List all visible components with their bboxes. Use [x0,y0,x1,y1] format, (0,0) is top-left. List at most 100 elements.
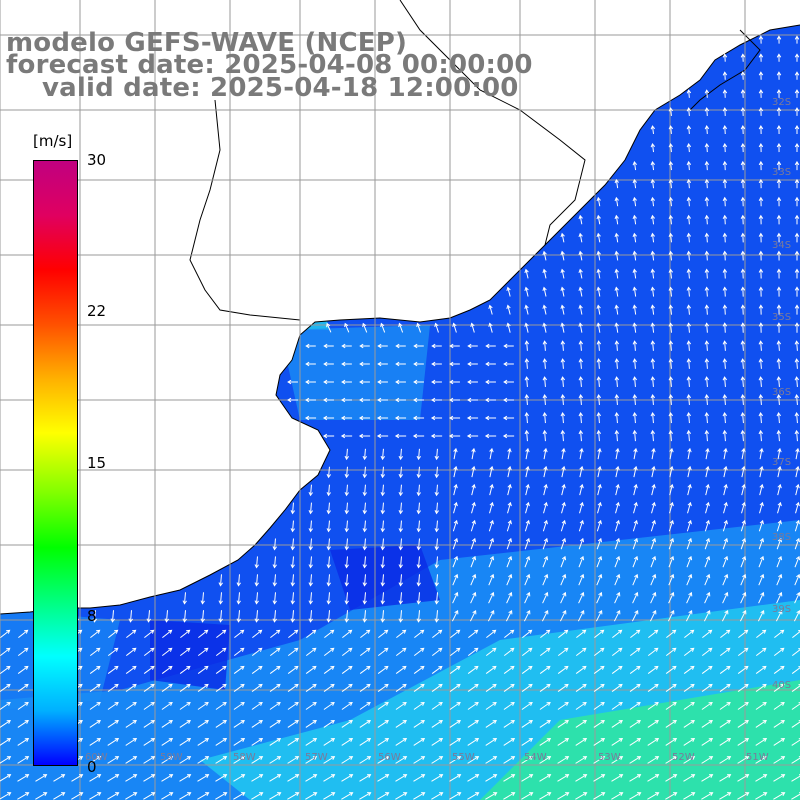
wind-arrow [488,592,494,604]
wind-arrow-head [762,665,767,670]
wind-arrow [615,215,619,225]
wind-arrow [562,377,564,387]
wind-arrow-head [705,555,711,561]
wind-arrow-head [776,142,782,148]
wind-arrow [651,161,655,171]
wind-arrow-head [650,286,655,291]
wind-arrow [611,702,623,710]
wind-arrow-head [240,701,245,706]
wind-arrow-head [78,756,84,760]
wind-arrow-head [650,268,655,273]
wind-arrow-head [668,394,674,399]
wind-arrow-head [669,483,674,489]
wind-arrow [233,647,245,657]
wind-arrow [400,538,402,550]
wind-arrow-head [686,376,692,381]
wind-arrow [215,720,227,728]
wind-arrow [341,756,353,764]
wind-arrow-head [276,738,282,742]
wind-arrow [737,720,749,728]
wind-arrow [557,720,569,728]
wind-arrow-head [305,379,310,385]
wind-arrow-head [276,720,281,724]
wind-arrow-head [633,447,638,453]
wind-arrow [557,647,569,657]
wind-arrow-head [412,433,418,439]
wind-arrow-head [240,629,245,634]
wind-arrow-head [709,792,714,797]
wind-arrow-head [582,756,588,760]
wind-arrow-head [596,340,602,345]
wind-arrow-head [525,519,530,525]
wind-arrow [431,756,443,764]
wind-arrow [773,702,785,710]
wind-arrow-head [168,756,174,760]
wind-arrow-head [413,361,418,367]
wind-arrow [359,684,371,692]
wind-arrow-head [672,647,677,652]
wind-arrow-head [474,647,479,652]
land-mass [0,0,800,614]
wind-arrow [161,756,173,764]
wind-arrow-head [168,701,173,706]
wind-arrow [488,538,494,550]
wind-arrow [346,484,348,496]
wind-arrow [633,323,637,333]
wind-arrow [431,738,443,746]
wind-arrow [471,466,475,478]
wind-arrow [539,647,551,657]
wind-arrow-head [722,107,728,112]
wind-arrow [108,629,118,639]
wind-arrow-head [510,683,515,688]
wind-arrow-head [222,701,227,706]
wind-arrow [596,538,602,550]
wind-arrow-head [777,537,783,543]
wind-arrow-head [794,429,800,435]
wind-arrow [197,647,209,657]
wind-arrow [143,720,155,728]
wind-arrow-head [741,555,747,561]
wind-arrow-head [740,107,746,112]
wind-arrow-head [96,701,101,706]
wind-arrow [507,323,511,333]
wind-arrow [579,466,583,478]
wind-arrow-head [637,792,642,797]
wind-arrow-head [722,411,728,417]
wind-arrow-head [434,528,439,533]
wind-arrow-head [600,647,605,652]
wind-arrow-head [794,268,800,273]
wind-arrow-head [348,756,354,760]
wind-arrow-head [420,738,426,742]
wind-arrow-head [344,600,349,605]
wind-arrow-head [615,537,621,543]
wind-arrow [449,684,461,692]
wind-arrow [562,359,564,369]
wind-arrow [777,448,781,460]
wind-arrow-head [690,720,695,724]
wind-arrow [615,323,619,333]
wind-arrow [413,647,425,657]
wind-arrow-head [546,756,552,760]
wind-arrow-head [330,756,336,760]
wind-arrow-head [560,394,566,399]
wind-arrow [616,412,618,424]
wind-arrow [364,592,366,604]
wind-arrow-head [186,756,192,760]
wind-arrow-head [380,600,385,605]
wind-arrow [292,502,294,514]
wind-arrow [650,574,656,586]
wind-arrow-head [762,756,768,760]
wind-arrow [413,720,425,728]
wind-arrow-head [598,609,603,615]
wind-arrow-head [510,665,515,670]
wind-arrow-head [528,774,534,779]
wind-arrow [724,179,726,189]
wind-arrow [740,538,746,550]
wind-arrow-head [484,433,490,439]
wind-arrow-head [596,358,602,363]
wind-arrow-head [276,665,281,670]
valid-date-title: valid date: 2025-04-18 12:00:00 [42,73,519,103]
wind-arrow-head [706,609,711,615]
wind-arrow [687,502,691,514]
wind-arrow-head [579,555,585,561]
